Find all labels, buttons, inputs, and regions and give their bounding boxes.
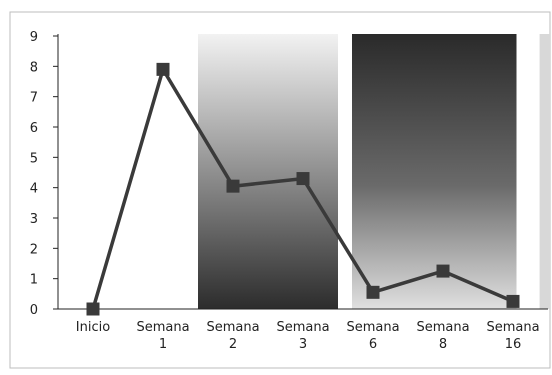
phase-band-3: [539, 34, 550, 309]
data-point-marker: [366, 285, 380, 299]
x-tick-label-line: 2: [229, 337, 237, 352]
y-tick-label: 3: [30, 212, 38, 227]
x-tick-label-line: 16: [505, 337, 522, 352]
x-tick-label-line: Semana: [136, 320, 189, 335]
x-tick-label-line: Inicio: [76, 320, 110, 335]
x-tick-label: Inicio: [76, 320, 110, 335]
x-tick-label-line: 6: [369, 337, 377, 352]
x-tick-label-line: Semana: [206, 320, 259, 335]
x-tick-label-line: 1: [159, 337, 167, 352]
x-tick-label: Semana 2: [206, 320, 259, 352]
data-point-marker: [506, 294, 520, 308]
x-tick-label: Semana 6: [346, 320, 399, 352]
data-point-marker: [226, 179, 240, 193]
data-point-marker: [86, 302, 100, 316]
x-tick-label-line: 8: [439, 337, 447, 352]
y-tick-label: 6: [30, 121, 38, 136]
x-tick-label-line: Semana: [346, 320, 399, 335]
y-tick-label: 2: [30, 242, 38, 257]
x-tick-label: Semana 1: [136, 320, 189, 352]
y-tick-label: 8: [30, 60, 38, 75]
x-tick-label-line: Semana: [416, 320, 469, 335]
y-tick-label: 0: [30, 303, 38, 318]
y-tick-label: 1: [30, 273, 38, 288]
data-point-marker: [296, 172, 310, 186]
x-tick-label: Semana 3: [276, 320, 329, 352]
x-tick-label-line: Semana: [486, 320, 539, 335]
y-tick-group: 0 1 2 3 4 5 6 7 8 9: [30, 30, 58, 318]
x-tick-label-line: 3: [299, 337, 307, 352]
x-tick-label: Semana 16: [486, 320, 539, 352]
data-point-marker: [156, 62, 170, 76]
x-tick-label-line: Semana: [276, 320, 329, 335]
y-tick-label: 4: [30, 182, 38, 197]
y-tick-label: 9: [30, 30, 38, 45]
phase-band-2: [352, 34, 517, 309]
marker-group: [86, 62, 520, 316]
data-point-marker: [436, 264, 450, 278]
phase-band-1: [198, 34, 338, 309]
x-tick-label: Semana 8: [416, 320, 469, 352]
y-tick-label: 5: [30, 151, 38, 166]
y-tick-label: 7: [30, 91, 38, 106]
